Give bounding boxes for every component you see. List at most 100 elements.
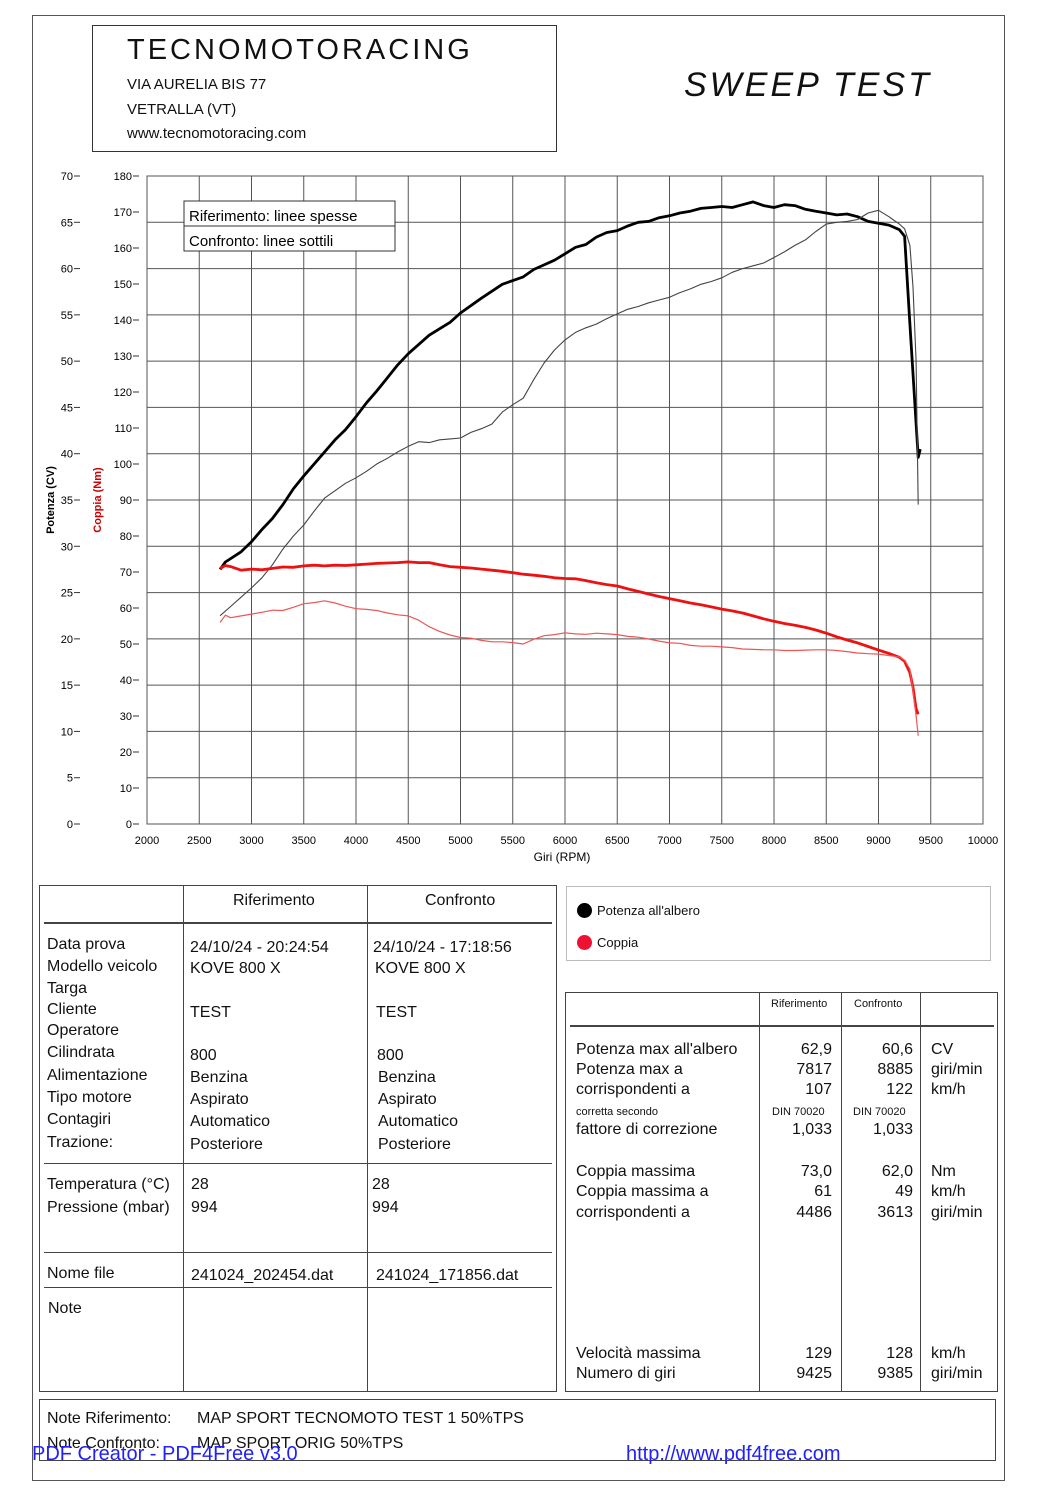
x-tick-label: 4500 <box>396 835 420 847</box>
comp-pressione: 994 <box>372 1199 399 1216</box>
x-tick-label: 9500 <box>919 835 943 847</box>
torque-tick-label: 180 <box>114 171 132 183</box>
ref-cliente: TEST <box>190 1004 231 1021</box>
result-label: corrispondenti a <box>576 1081 690 1098</box>
power-tick-label: 50 <box>61 356 73 368</box>
label-cilindrata: Cilindrata <box>47 1044 115 1061</box>
label-nome-file: Nome file <box>47 1265 115 1282</box>
annotation-reference: Riferimento: linee spesse <box>189 208 357 225</box>
label-temperatura: Temperatura (°C) <box>47 1176 170 1193</box>
torque-tick-label: 130 <box>114 351 132 363</box>
ref-contagiri: Automatico <box>190 1113 271 1130</box>
x-tick-label: 6000 <box>553 835 577 847</box>
label-targa: Targa <box>47 980 88 997</box>
x-tick-label: 10000 <box>968 835 999 847</box>
x-tick-label: 2000 <box>135 835 159 847</box>
results-col-comparison: Confronto <box>854 998 903 1010</box>
notes-ref-value: MAP SPORT TECNOMOTO TEST 1 50%TPS <box>197 1410 524 1427</box>
ref-alimentazione: Benzina <box>190 1069 248 1086</box>
x-tick-label: 9000 <box>866 835 890 847</box>
result-comp-value: 60,6 <box>881 1041 913 1058</box>
ref-cilindrata: 800 <box>190 1047 217 1064</box>
torque-tick-label: 150 <box>114 279 132 291</box>
result-comp-value: 8885 <box>877 1061 913 1078</box>
power-comparison-line <box>219 209 919 617</box>
info-col-comparison: Confronto <box>425 892 496 909</box>
result-comp-value: 122 <box>886 1081 913 1098</box>
result-comp-value: 1,033 <box>872 1121 913 1138</box>
torque-tick-label: 50 <box>120 639 132 651</box>
torque-tick-label: 20 <box>120 747 132 759</box>
label-note: Note <box>48 1300 82 1317</box>
torque-tick-label: 110 <box>114 423 132 435</box>
label-operatore: Operatore <box>47 1022 120 1039</box>
ref-modello: KOVE 800 X <box>190 960 281 977</box>
x-tick-label: 8000 <box>762 835 786 847</box>
power-tick-label: 10 <box>61 726 73 738</box>
result-unit: CV <box>931 1041 954 1058</box>
ref-data: 24/10/24 - 20:24:54 <box>190 939 329 956</box>
x-tick-label: 7000 <box>657 835 681 847</box>
x-tick-label: 6500 <box>605 835 629 847</box>
result-label: Coppia massima a <box>576 1183 709 1200</box>
x-axis-ticks: 2000 2500 3000 3500 4000 4500 5000 5500 6000 6500… <box>135 835 999 847</box>
result-unit: giri/min <box>931 1365 983 1382</box>
torque-tick-label: 170 <box>114 207 132 219</box>
power-tick-label: 55 <box>61 310 73 322</box>
comp-tipo: Aspirato <box>378 1091 437 1108</box>
ref-temperatura: 28 <box>191 1176 209 1193</box>
x-tick-label: 7500 <box>710 835 734 847</box>
result-ref-value: 7817 <box>796 1061 832 1078</box>
company-header: TECNOMOTORACING VIA AURELIA BIS 77 VETRA… <box>92 25 557 152</box>
torque-tick-label: 90 <box>120 495 132 507</box>
result-ref-value: 73,0 <box>800 1163 832 1180</box>
result-ref-value: DIN 70020 <box>772 1106 825 1118</box>
torque-tick-label: 40 <box>120 675 132 687</box>
torque-axis-ticks: 0 10 20 30 40 50 60 70 80 90 100 110 120 130 140 150 160… <box>114 171 139 831</box>
x-tick-label: 3000 <box>239 835 263 847</box>
x-tick-label: 4000 <box>344 835 368 847</box>
chart-series <box>218 200 922 736</box>
result-label: corretta secondo <box>576 1106 658 1118</box>
result-label: Potenza max all'albero <box>576 1041 738 1058</box>
result-unit: giri/min <box>931 1204 983 1221</box>
result-unit: km/h <box>931 1183 966 1200</box>
info-table: Riferimento Confronto Data prova Modello… <box>39 885 557 1392</box>
power-tick-label: 25 <box>61 588 73 600</box>
torque-tick-label: 0 <box>126 819 132 831</box>
label-data-prova: Data prova <box>47 936 126 953</box>
result-label: Coppia massima <box>576 1163 696 1180</box>
label-tipo-motore: Tipo motore <box>47 1089 132 1106</box>
result-label: Velocità massima <box>576 1345 701 1362</box>
watermark-url[interactable]: http://www.pdf4free.com <box>626 1443 841 1465</box>
result-unit: Nm <box>931 1163 956 1180</box>
ref-trazione: Posteriore <box>190 1136 263 1153</box>
comp-modello: KOVE 800 X <box>375 960 466 977</box>
result-label: Numero di giri <box>576 1365 676 1382</box>
power-tick-label: 65 <box>61 217 73 229</box>
power-tick-label: 30 <box>61 541 73 553</box>
company-website: www.tecnomotoracing.com <box>127 125 307 142</box>
legend-torque-marker <box>577 935 592 950</box>
result-comp-value: 3613 <box>877 1204 913 1221</box>
power-tick-label: 35 <box>61 495 73 507</box>
notes-box: Note Riferimento: MAP SPORT TECNOMOTO TE… <box>39 1399 996 1461</box>
comp-nome-file: 241024_171856.dat <box>376 1267 519 1284</box>
power-tick-label: 20 <box>61 634 73 646</box>
watermark-creator: PDF Creator - PDF4Free v3.0 <box>32 1443 298 1465</box>
dyno-chart: 2000 2500 3000 3500 4000 4500 5000 5500 6000 6500… <box>45 171 999 864</box>
power-axis-label: Potenza (CV) <box>45 466 57 534</box>
torque-tick-label: 160 <box>114 243 132 255</box>
torque-tick-label: 140 <box>114 315 132 327</box>
torque-comparison-line <box>219 600 919 736</box>
comp-data: 24/10/24 - 17:18:56 <box>373 939 512 956</box>
result-label: corrispondenti a <box>576 1204 690 1221</box>
power-tick-label: 60 <box>61 264 73 276</box>
x-tick-label: 3500 <box>292 835 316 847</box>
torque-tick-label: 10 <box>120 783 132 795</box>
torque-reference-line <box>219 560 920 715</box>
label-cliente: Cliente <box>47 1001 97 1018</box>
result-label: fattore di correzione <box>576 1121 718 1138</box>
result-comp-value: 128 <box>886 1345 913 1362</box>
notes-comp-label: Note Confronto: <box>47 1435 160 1452</box>
